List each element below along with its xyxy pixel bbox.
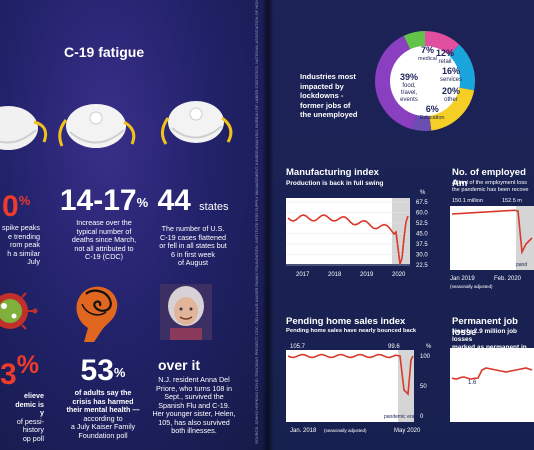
portrait-photo	[160, 284, 212, 340]
pending-x-end: May 2020	[394, 428, 421, 434]
stat-believe: 3% elieve demic is y of pessi-history op po…	[0, 351, 44, 443]
mental-health-icon	[76, 286, 118, 342]
y-tick-label: 100	[420, 354, 431, 360]
stat-spike: 0% spike peaks e trending rom peak h a simi…	[2, 190, 40, 266]
pending-band-label: pandemic era	[384, 414, 415, 420]
manufacturing-chart: % 67.5 60.0 52.5 45.0 37.5 30.0 22.5 2017 2018 2…	[286, 190, 428, 278]
permanent-chart: 1.6	[450, 348, 534, 422]
manufacturing-title: Manufacturing index	[286, 167, 379, 178]
industries-donut-chart	[375, 31, 475, 131]
employment-label-2: 152.5 m	[502, 198, 522, 204]
x-tick-label: 2017	[296, 272, 310, 278]
employment-subtitle: A third of the employment loss the pandem…	[452, 180, 529, 193]
pending-start-value: 105.7	[290, 344, 306, 350]
mask-icon	[0, 106, 48, 150]
stat-value: 0	[2, 190, 19, 223]
pending-unit: %	[426, 344, 432, 350]
mask-icon	[58, 104, 136, 148]
x-tick-label: 2019	[360, 272, 374, 278]
employment-x-end: Feb. 2020	[494, 276, 522, 282]
pandemic-band-label: pand	[516, 262, 527, 268]
employment-x-start: Jan 2019	[450, 276, 475, 282]
employment-note: (seasonally adjusted)	[450, 284, 493, 289]
manufacturing-subtitle: Production is back in full swing	[286, 180, 384, 187]
y-tick-label: 22.5	[416, 263, 428, 269]
masks-illustration	[0, 101, 233, 150]
manufacturing-unit: %	[420, 190, 426, 196]
pending-chart: 105.7 99.6 % 100 50 0 pandemic era Jan. 20…	[286, 344, 432, 434]
permanent-start-value: 1.6	[468, 380, 477, 386]
stat-deaths: 14-17% Increase over the typical number o…	[59, 184, 149, 261]
donut-title: Industries most impacted by lockdowns - for…	[300, 72, 358, 119]
pending-subtitle: Pending home sales have nearly bounced b…	[286, 328, 417, 334]
pending-end-value: 99.6	[388, 344, 400, 350]
stat-states: 44 states The number of U.S. C-19 cases f…	[157, 184, 229, 267]
x-tick-label: 2018	[328, 272, 342, 278]
permanent-title: Permanent job losse	[452, 316, 518, 338]
x-tick-label: 2020	[392, 272, 406, 278]
employment-chart: 150.1 million 152.5 m pand Jan 2019 Feb.…	[450, 198, 534, 289]
stat-over-it: over it N.J. resident Anna Del Priore, wh…	[152, 357, 236, 435]
pandemic-band	[392, 198, 410, 264]
y-tick-label: 37.5	[416, 242, 428, 248]
source-text: SOURCE: JOHNS HOPKINS COVID TRACKING PRO…	[254, 0, 259, 444]
y-tick-label: 0	[420, 414, 424, 420]
y-tick-label: 67.5	[416, 200, 428, 206]
pending-note: (seasonally adjusted)	[324, 428, 367, 433]
y-tick-label: 45.0	[416, 232, 428, 238]
y-tick-label: 30.0	[416, 253, 428, 259]
y-tick-label: 60.0	[416, 211, 428, 217]
left-page	[0, 0, 268, 450]
page-title: C-19 fatigue	[64, 44, 145, 60]
y-tick-label: 52.5	[416, 221, 428, 227]
y-tick-label: 50	[420, 384, 427, 390]
mask-icon	[161, 101, 233, 145]
page-gutter	[262, 0, 274, 450]
employment-title: No. of employed Am	[452, 167, 526, 189]
stat-mental-health: 53% of adults say the crisis has harmed th…	[66, 354, 140, 440]
donut-labels: 7% medical 12% retail 16% services 20% other…	[400, 45, 463, 122]
employment-label-1: 150.1 million	[452, 198, 483, 204]
virus-icon	[0, 292, 38, 330]
pending-x-start: Jan. 2018	[290, 428, 317, 434]
pending-title: Pending home sales index	[286, 316, 406, 327]
